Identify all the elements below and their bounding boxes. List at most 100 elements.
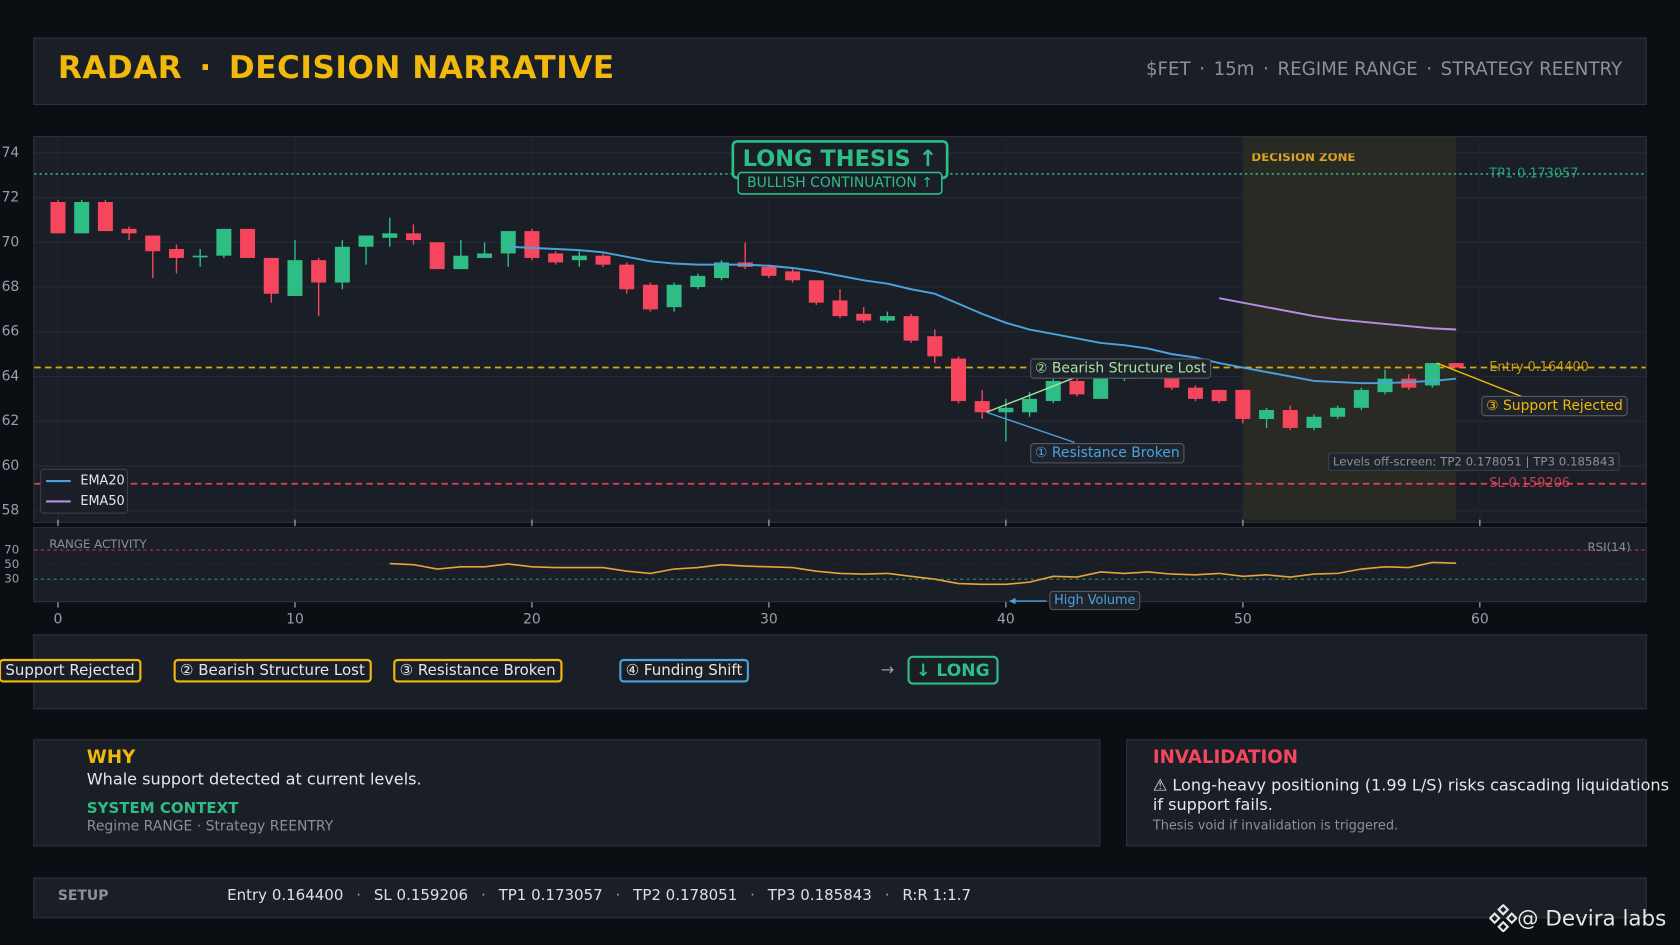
setup-separator: · [615,887,621,905]
candle-body [808,280,824,303]
rsi-line [389,561,1457,586]
candle-body [1448,363,1464,368]
header-panel: RADAR · DECISION NARRATIVE $FET · 15m · REGIME… [33,37,1647,106]
candle-body [666,284,682,308]
candle-body [785,271,801,281]
annotation-box [1030,443,1185,464]
x-tick-label: 50 [1234,611,1252,627]
chart: DECISION ZONE 58 60 62 64 66 68 70 72 74 0 10 20 30 40… [2,137,1646,627]
candle-body [1259,410,1275,419]
why-text: Whale support detected at current levels… [86,769,422,789]
x-tick-label: 0 [54,611,63,627]
candle-body [1401,378,1417,388]
candle-body [690,275,706,288]
meta-item: STRATEGY REENTRY [1440,58,1623,81]
annotation-arrow [986,411,1075,444]
candle-body [950,358,966,402]
watermark-icon [1489,904,1518,933]
candle-body [1353,389,1369,408]
candle-body [548,253,564,263]
candle-body [1211,389,1227,402]
watermark: @ Devira labs [1489,904,1667,933]
setup-item: Entry 0.164400 [227,887,344,905]
ema-line [508,245,1457,385]
rsi-tick-label: 50 [4,557,19,571]
candle-body [714,262,730,279]
candle-body [927,336,943,357]
candle-body [145,235,161,252]
candle-body [974,401,990,413]
why-panel: WHY Whale support detected at current le… [33,739,1101,847]
candle-body [500,231,516,254]
y-tick-label: 74 [2,145,20,161]
annotation-box [1481,395,1628,417]
decision-chip: ↓ LONG [907,655,999,685]
y-tick-label: 68 [2,279,20,295]
candle-body [50,202,66,234]
flow-step: Support Rejected [0,658,142,683]
y-tick-label: 70 [2,234,20,250]
candle-body [97,202,113,232]
candle-body [1330,407,1346,417]
header-meta: $FET · 15m · REGIME RANGE · STRATEGY REENTRY [1146,59,1622,80]
rsi-annotation-label: High Volume [1054,593,1135,608]
setup-item: TP3 0.185843 [767,887,872,905]
candle-body [477,253,493,258]
setup-title: SETUP [57,888,109,905]
legend-label: EMA20 [80,474,124,489]
candle-body [998,407,1014,413]
title-separator: · [199,49,212,86]
candle-body [642,284,658,310]
rsi-title: RANGE ACTIVITY [49,537,147,551]
candle-body [1282,410,1298,428]
setup-separator: · [884,887,890,905]
setup-item: TP2 0.178051 [633,887,738,905]
meta-item: REGIME RANGE [1277,58,1418,81]
candle-body [1164,376,1180,388]
candle-body [619,264,635,290]
candle-body [240,228,256,258]
rsi-tick-label: 70 [4,543,19,557]
setup-panel: SETUP Entry 0.164400 · SL 0.159206 · TP1 0.1… [33,877,1647,919]
flow-step: ④ Funding Shift [619,658,749,683]
candle-body [287,260,303,296]
invalidation-title: INVALIDATION [1152,746,1298,769]
y-tick-label: 60 [2,458,20,474]
annotation-label: ② Bearish Structure Lost [1035,361,1207,377]
candle-body [1069,380,1085,395]
annotation-box [1030,358,1212,379]
annotation-arrow [986,373,1085,413]
flow-step: ② Bearish Structure Lost [173,658,372,683]
meta-separator: · [1199,58,1206,81]
candle-body [1235,389,1251,419]
y-tick-label: 72 [2,190,20,206]
context-title: SYSTEM CONTEXT [86,800,239,818]
setup-separator: · [480,887,486,905]
level-label: TP1 0.173057 [1488,166,1578,181]
note-text: Levels off-screen: TP2 0.178051 | TP3 0.… [1333,454,1615,469]
candle-body [1306,416,1322,428]
rsi-annotation-head [1009,597,1016,605]
meta-separator: · [1426,58,1433,81]
flow-arrow: → [880,660,895,680]
why-title: WHY [86,746,136,769]
candle-body [856,313,872,321]
thesis-subtitle: BULLISH CONTINUATION ↑ [747,175,933,191]
invalidation-note: Thesis void if invalidation is triggered… [1152,817,1399,833]
candle-body [1022,398,1038,413]
legend-label: EMA50 [80,494,124,509]
subtitle: DECISION NARRATIVE [228,49,615,86]
candle-body [1187,387,1203,399]
candle-body [74,202,90,234]
meta-separator: · [1263,58,1269,81]
candle-body [1093,376,1109,399]
candle-body [903,316,919,341]
watermark-text: @ Devira labs [1517,905,1667,932]
candle-body [761,266,777,276]
candle-body [832,300,848,317]
title: RADAR [57,49,183,86]
invalidation-text: ⚠ Long-heavy positioning (1.99 L/S) risk… [1152,775,1669,815]
y-tick-label: 66 [2,324,20,340]
x-tick-label: 10 [286,611,304,627]
